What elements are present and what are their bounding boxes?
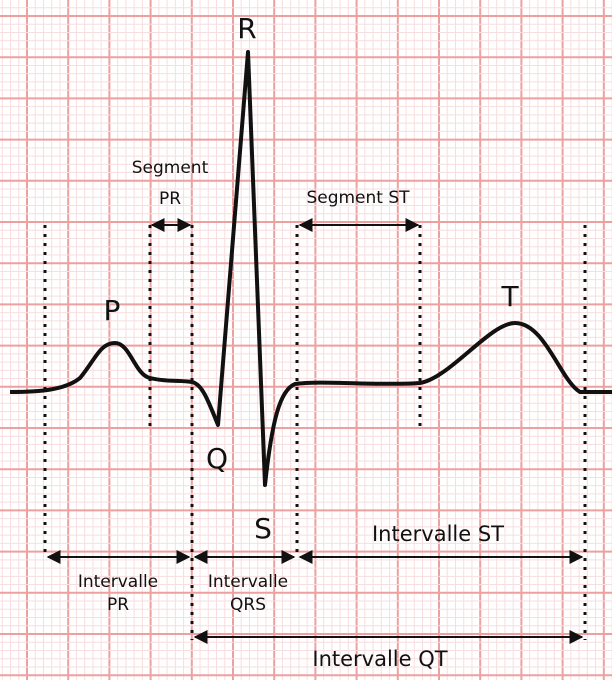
segment-label: Segment ST: [306, 188, 410, 208]
interval-label: Intervalle: [78, 572, 158, 592]
arrows: [46, 218, 584, 644]
ecg-trace: [9, 50, 612, 487]
wave-label: R: [237, 12, 256, 45]
wave-label: S: [254, 512, 272, 545]
interval-label: Intervalle: [208, 572, 288, 592]
wave-label: Q: [206, 442, 228, 475]
interval-label: PR: [107, 595, 129, 615]
interval-label: Intervalle QT: [312, 647, 447, 671]
wave-label: T: [500, 280, 519, 313]
dotted-lines: [43, 225, 587, 640]
segment-label: Segment: [132, 158, 209, 178]
interval-label: QRS: [230, 595, 266, 615]
segment-label: PR: [159, 189, 181, 209]
wave-label: P: [104, 294, 121, 327]
interval-label: Intervalle ST: [372, 522, 504, 546]
